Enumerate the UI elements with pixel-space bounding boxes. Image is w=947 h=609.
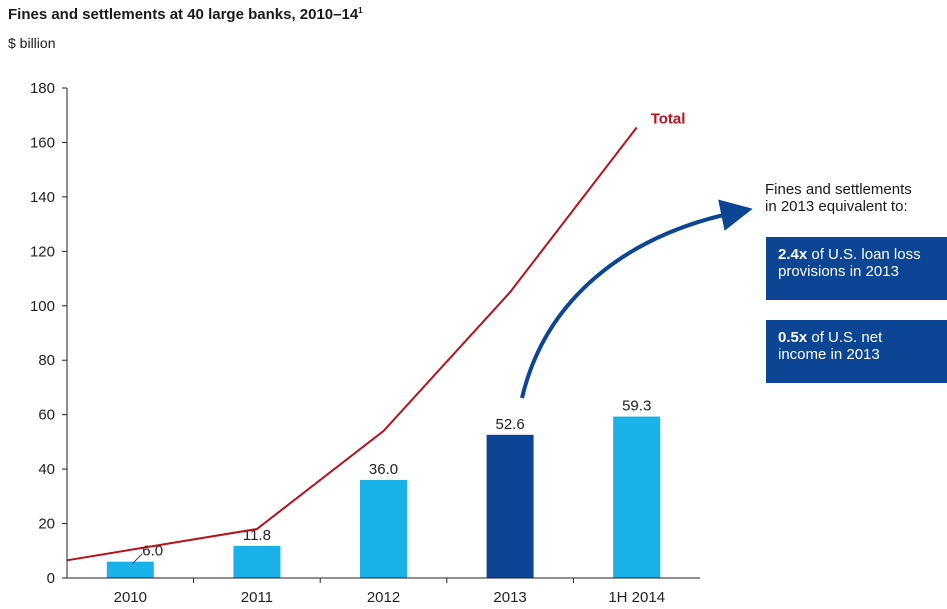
footnote-marker: 1: [358, 6, 363, 15]
data-label: 36.0: [369, 461, 398, 478]
y-tick-label: 20: [38, 516, 55, 533]
bar-2011: [233, 545, 281, 578]
unit-label: $ billion: [8, 35, 56, 51]
data-label-leader: [132, 553, 143, 564]
y-tick-label: 40: [38, 461, 55, 478]
callout-box-loan-loss-text1: of U.S. loan loss: [807, 246, 921, 263]
callout-lead-line1: Fines and settlements: [765, 181, 912, 198]
chart-title: Fines and settlements at 40 large banks,…: [8, 6, 363, 23]
x-tick-label: 2012: [367, 589, 400, 606]
callout-box-net-income-multiple: 0.5x: [778, 329, 808, 346]
callout-box-loan-loss-multiple: 2.4x: [778, 246, 808, 263]
chart-title-text: Fines and settlements at 40 large banks,…: [8, 6, 359, 23]
total-line: [66, 126, 638, 562]
callout-box-loan-loss-line1: 2.4x of U.S. loan loss: [778, 246, 947, 263]
bar-2010: [106, 561, 154, 578]
callout-box-net-income: 0.5x of U.S. net income in 2013: [766, 320, 947, 383]
x-tick-label: 2010: [114, 589, 147, 606]
x-tick-label: 1H 2014: [608, 589, 665, 606]
x-tick-label: 2011: [241, 589, 273, 606]
bar-2013: [486, 434, 534, 578]
callout-arrow: [520, 199, 753, 399]
x-tick-label: 2013: [493, 589, 526, 606]
total-line-label: Total: [651, 110, 686, 127]
callout-box-loan-loss: 2.4x of U.S. loan loss provisions in 201…: [766, 237, 947, 300]
y-tick-label: 120: [30, 243, 55, 260]
y-tick-label: 160: [30, 134, 55, 151]
callout-box-net-income-text1: of U.S. net: [807, 329, 883, 346]
y-tick-label: 80: [38, 352, 55, 369]
y-tick-label: 140: [30, 189, 55, 206]
callout-box-net-income-text2: income in 2013: [778, 346, 880, 363]
y-tick-label: 100: [30, 298, 55, 315]
callout-box-loan-loss-text2: provisions in 2013: [778, 263, 899, 280]
data-label: 52.6: [495, 416, 524, 433]
y-tick-label: 0: [47, 570, 55, 587]
bar-2012: [360, 480, 407, 578]
callout-lead: Fines and settlements in 2013 equivalent…: [765, 181, 912, 215]
data-label: 59.3: [622, 398, 651, 415]
callout-box-net-income-line1: 0.5x of U.S. net: [778, 329, 947, 346]
callout-lead-line2: in 2013 equivalent to:: [765, 198, 908, 215]
y-tick-label: 60: [38, 407, 55, 424]
y-tick-label: 180: [30, 80, 55, 97]
bar-1h-2014: [613, 416, 661, 578]
